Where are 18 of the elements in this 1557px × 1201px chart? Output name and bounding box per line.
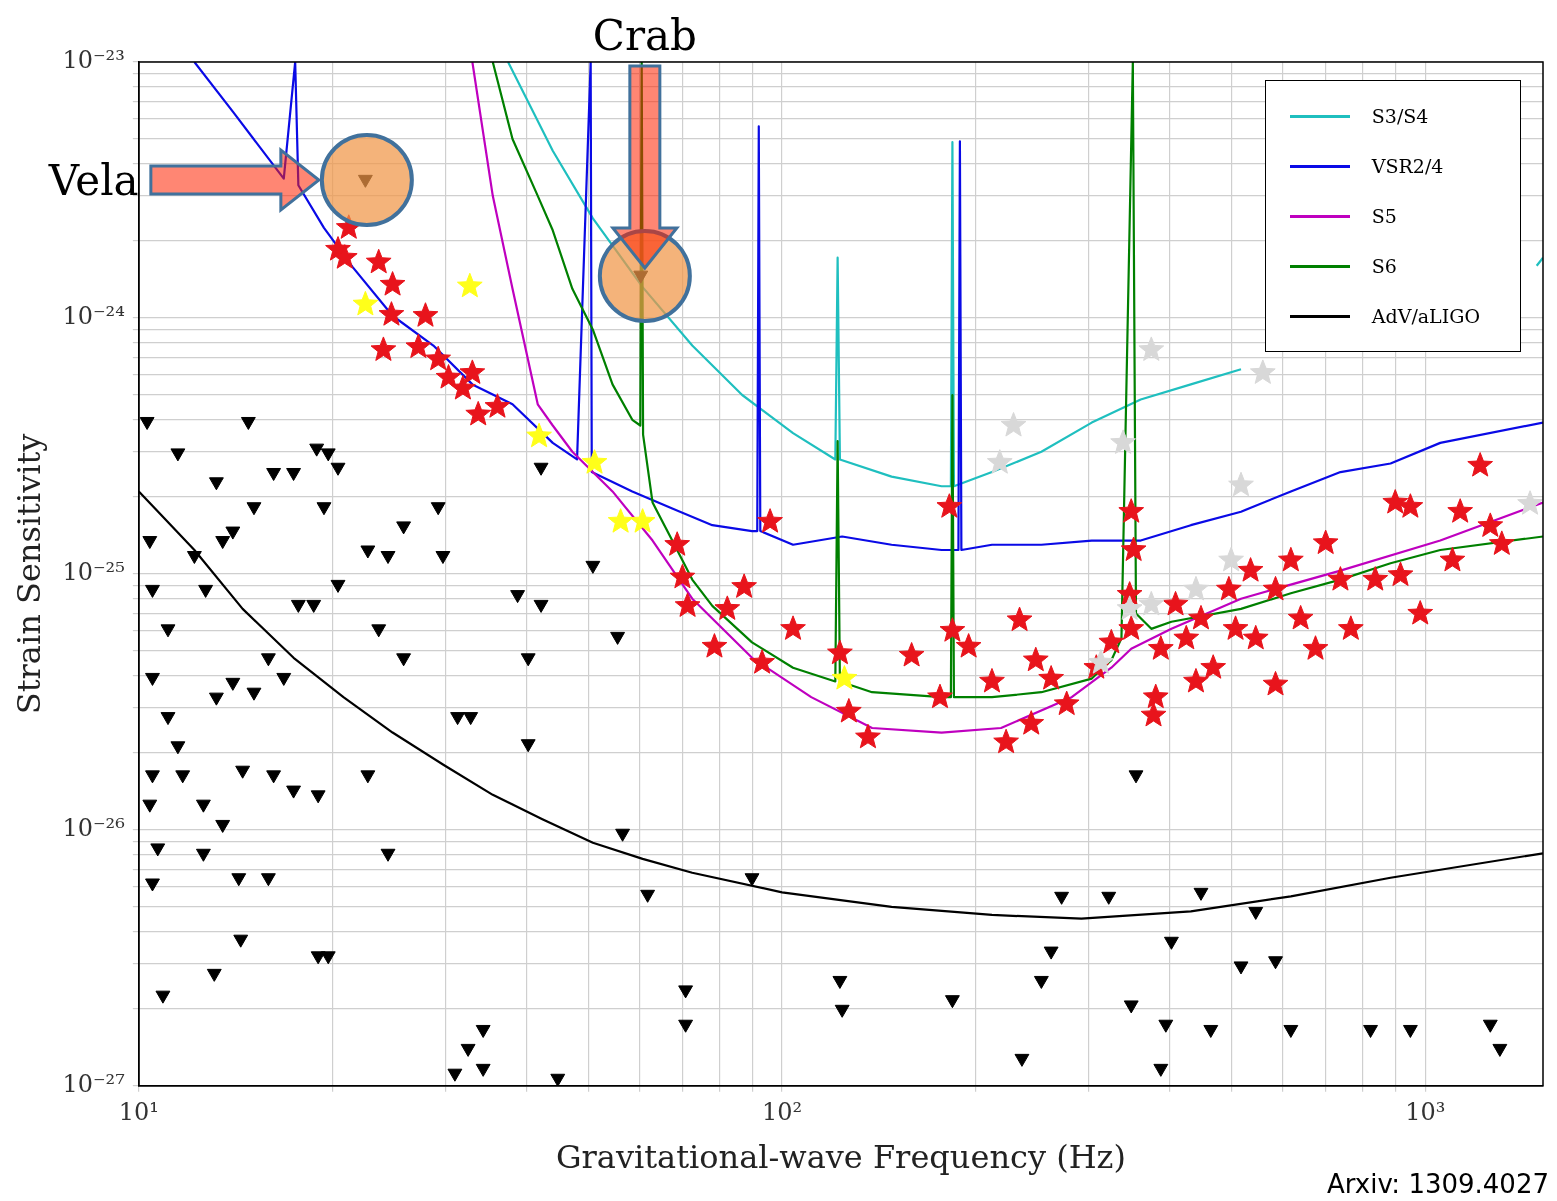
- y-tick-label: 10⁻²⁷: [62, 1070, 125, 1099]
- annotation: Vela: [48, 155, 139, 205]
- x-tick-label: 10³: [1405, 1098, 1446, 1127]
- y-axis-title: Strain Sensitivity: [9, 433, 48, 715]
- legend-label: AdV/aLIGO: [1371, 305, 1480, 327]
- legend-label: S3/S4: [1371, 105, 1429, 127]
- legend-label: VSR2/4: [1371, 155, 1444, 177]
- y-tick-label: 10⁻²⁴: [62, 302, 125, 331]
- text: Arxiv: 1309.4027: [1327, 1169, 1549, 1199]
- y-tick-label: 10⁻²⁵: [62, 558, 125, 587]
- y-tick-label: 10⁻²³: [62, 46, 125, 75]
- text: Crab: [592, 11, 697, 60]
- legend-label: S6: [1371, 255, 1397, 277]
- x-axis-title: Gravitational-wave Frequency (Hz): [555, 1138, 1126, 1177]
- y-tick-label: 10⁻²⁶: [62, 814, 125, 843]
- x-tick-label: 10¹: [118, 1098, 159, 1127]
- x-tick-label: 10²: [761, 1098, 803, 1127]
- legend-label: S5: [1371, 205, 1397, 227]
